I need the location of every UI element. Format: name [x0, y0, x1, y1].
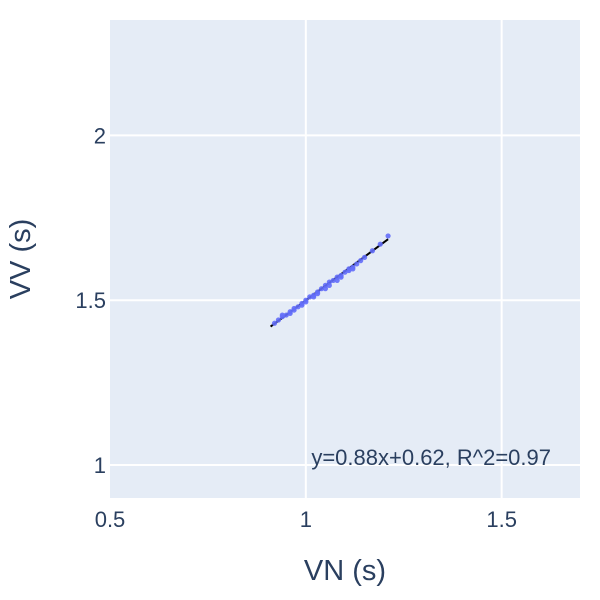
data-point — [287, 309, 293, 315]
y-axis-title: VV (s) — [5, 219, 37, 300]
x-axis-title: VN (s) — [304, 555, 386, 587]
data-point — [338, 274, 344, 280]
data-point — [311, 294, 317, 300]
data-point — [307, 294, 313, 300]
data-point — [334, 277, 340, 284]
y-tick-labels: 11.52 — [75, 123, 106, 478]
x-tick-label: 1.5 — [486, 507, 517, 532]
y-tick-label: 1.5 — [75, 288, 106, 313]
data-points — [271, 233, 391, 326]
data-point — [322, 286, 329, 292]
data-point — [358, 258, 364, 264]
x-tick-labels: 0.5 1 1.5 — [95, 507, 517, 532]
data-point — [275, 317, 282, 323]
data-point — [291, 307, 297, 313]
data-point — [299, 302, 305, 308]
data-point — [283, 312, 289, 318]
regression-annotation: y=0.88x+0.62, R^2=0.97 — [311, 445, 551, 470]
data-point — [303, 299, 309, 305]
data-point — [385, 233, 391, 239]
data-point — [318, 286, 325, 292]
gridlines — [110, 20, 580, 498]
y-tick-label: 1 — [94, 453, 106, 478]
data-point — [330, 277, 336, 284]
data-point — [279, 312, 285, 318]
data-point — [377, 241, 383, 247]
x-tick-label: 0.5 — [95, 507, 126, 532]
data-point — [361, 254, 368, 260]
data-point — [314, 291, 321, 297]
y-tick-label: 2 — [94, 123, 106, 148]
data-point — [271, 320, 278, 326]
data-point — [369, 248, 376, 254]
data-point — [326, 282, 332, 288]
data-point — [295, 304, 301, 310]
data-point — [350, 266, 356, 272]
data-point — [346, 267, 352, 274]
data-point — [342, 269, 348, 275]
x-tick-label: 1 — [300, 507, 312, 532]
data-point — [354, 261, 360, 267]
plot-background — [110, 20, 580, 498]
